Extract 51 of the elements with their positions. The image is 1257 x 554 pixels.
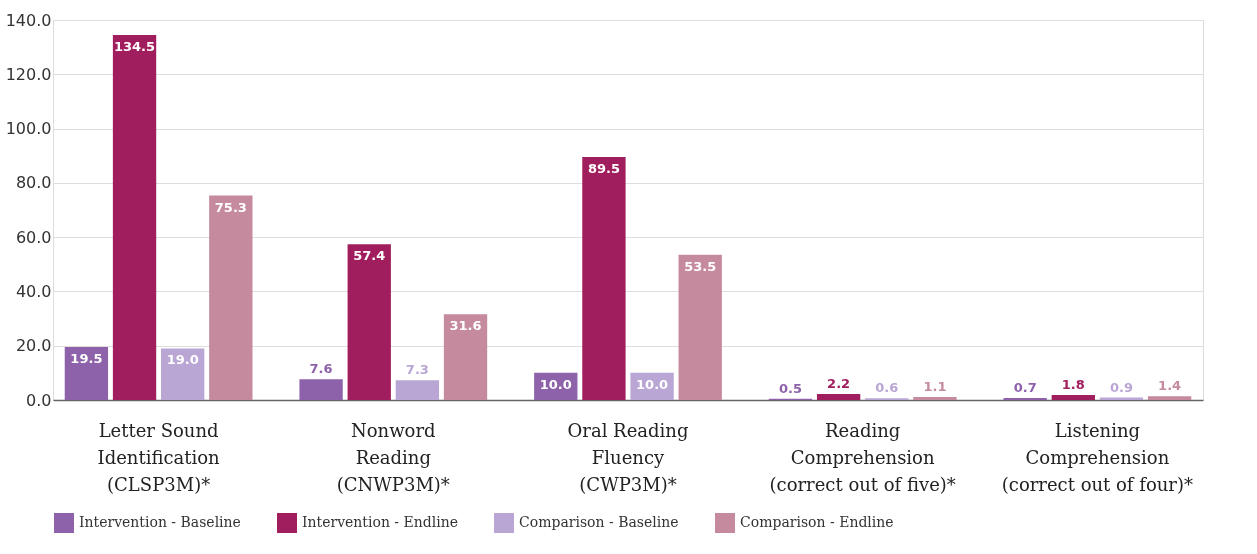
y-tick-label: 60.0	[15, 227, 52, 247]
y-tick-label: 40.0	[15, 281, 52, 301]
y-tick-label: 100.0	[5, 119, 52, 139]
data-label: 134.5	[113, 38, 156, 54]
bar	[1051, 395, 1095, 400]
bar	[1147, 396, 1192, 400]
y-tick-label: 20.0	[15, 336, 52, 356]
x-tick-label: Listening Comprehension (correct out of four)*	[1001, 419, 1193, 495]
data-label: 1.8	[1061, 377, 1085, 393]
bar	[209, 195, 253, 400]
bar	[112, 34, 157, 400]
bar	[913, 397, 957, 400]
bar	[816, 394, 861, 400]
y-tick-label: 80.0	[15, 173, 52, 193]
bar	[347, 244, 391, 400]
data-label: 19.5	[70, 351, 103, 367]
data-label: 0.5	[778, 380, 802, 396]
x-tick-label: Letter Sound Identification (CLSP3M)*	[97, 419, 221, 495]
data-label: 7.6	[309, 361, 333, 377]
data-label: 31.6	[449, 318, 482, 334]
x-tick-label: Oral Reading Fluency (CWP3M)*	[567, 419, 689, 495]
data-label: 75.3	[214, 199, 247, 215]
legend-label: Comparison - Baseline	[519, 514, 679, 530]
bar	[443, 314, 488, 400]
bar	[395, 380, 440, 400]
data-label: 1.4	[1158, 378, 1182, 394]
data-label: 10.0	[539, 376, 572, 392]
legend-label: Intervention - Endline	[302, 514, 458, 530]
data-label: 0.9	[1109, 379, 1133, 395]
y-tick-label: 0.0	[26, 390, 52, 410]
x-tick-label: Reading Comprehension (correct out of five)*	[769, 419, 956, 495]
bar	[161, 348, 205, 400]
data-label: 1.1	[923, 379, 947, 395]
data-label: 19.0	[166, 352, 199, 368]
data-label: 0.6	[875, 380, 899, 396]
data-label: 10.0	[636, 376, 669, 392]
data-label: 53.5	[684, 258, 717, 274]
legend-label: Comparison - Endline	[740, 514, 894, 530]
data-label: 89.5	[587, 161, 620, 177]
data-label: 7.3	[405, 362, 429, 378]
y-tick-label: 140.0	[5, 10, 52, 30]
bar	[64, 347, 109, 400]
x-tick-label: Nonword Reading (CNWP3M)*	[336, 419, 450, 495]
data-label: 57.4	[353, 248, 386, 264]
data-label: 0.7	[1013, 380, 1037, 396]
data-label: 2.2	[827, 376, 851, 392]
bar	[299, 379, 343, 400]
bar	[678, 254, 722, 400]
y-tick-label: 120.0	[5, 64, 52, 84]
bar	[582, 157, 626, 400]
legend-label: Intervention - Baseline	[79, 514, 241, 530]
